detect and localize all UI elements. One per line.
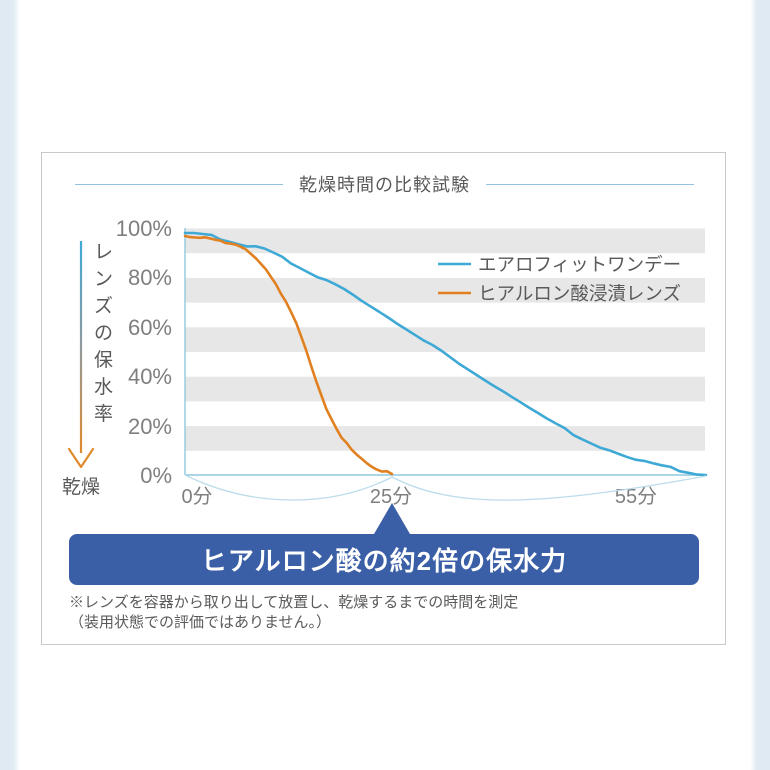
svg-text:100%: 100% xyxy=(116,216,172,241)
svg-text:エアロフィットワンデー: エアロフィットワンデー xyxy=(478,254,681,275)
svg-text:25分: 25分 xyxy=(370,485,412,508)
svg-text:0分: 0分 xyxy=(181,485,212,508)
svg-text:乾燥: 乾燥 xyxy=(62,476,100,498)
svg-text:0%: 0% xyxy=(140,463,172,488)
svg-text:60%: 60% xyxy=(128,315,172,340)
svg-text:40%: 40% xyxy=(128,364,172,389)
svg-text:20%: 20% xyxy=(128,414,172,439)
svg-text:ヒアルロン酸浸漬レンズ: ヒアルロン酸浸漬レンズ xyxy=(478,283,681,304)
svg-text:80%: 80% xyxy=(128,265,172,290)
